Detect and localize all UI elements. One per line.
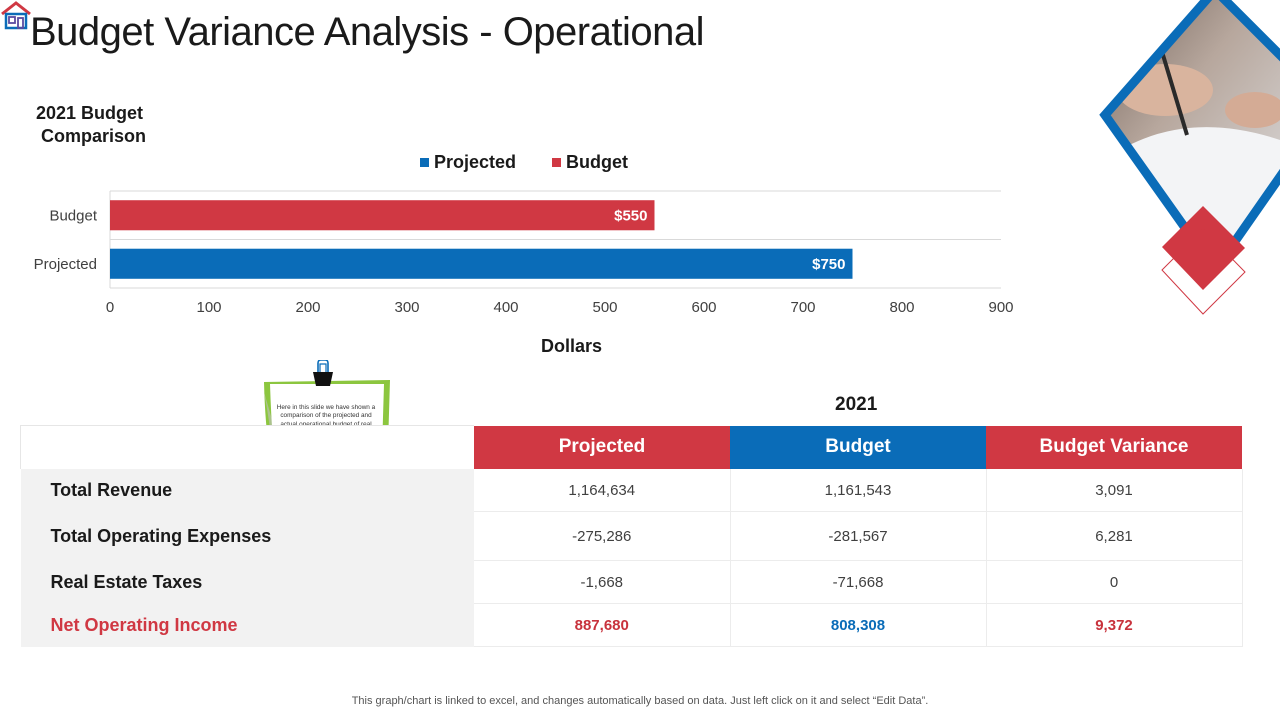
legend-label-budget: Budget [566,152,629,172]
table-header-row: Projected Budget Budget Variance [20,425,1242,469]
table-header-projected: Projected [474,425,730,469]
cell-budget: -71,668 [730,560,987,604]
row-label: Real Estate Taxes [20,560,474,604]
cell-budget: 808,308 [730,603,987,647]
cell-variance: 9,372 [986,603,1243,647]
cell-variance: 3,091 [986,469,1243,512]
footer-note: This graph/chart is linked to excel, and… [351,695,929,707]
row-label: Total Revenue [20,469,474,512]
x-tick-label: 0 [106,299,114,316]
chart-heading-line2: Comparison [41,126,147,146]
budget-table: Projected Budget Budget Variance Total R… [20,425,1243,647]
cell-projected: 887,680 [474,603,731,647]
chart-heading-line1: 2021 Budget [36,103,144,123]
x-tick-label: 600 [691,299,716,316]
cell-budget: 1,161,543 [730,469,987,512]
x-axis-label: Dollars [541,336,603,356]
bar-chart[interactable]: Budget $550 Projected $750 0 100 200 300 400 500 6… [0,180,1030,325]
chart-legend: Projected Budget [420,152,628,173]
x-tick-label: 700 [790,299,815,316]
table-row: Total Revenue 1,164,634 1,161,543 3,091 [20,469,1243,512]
bar-data-label: $750 [812,256,845,273]
bar-budget [110,200,655,231]
legend-swatch-projected [420,158,429,167]
bar-projected [110,248,853,279]
cell-budget: -281,567 [730,511,987,561]
table-row: Real Estate Taxes -1,668 -71,668 0 [20,560,1243,604]
legend-item-budget: Budget [552,152,628,173]
table-row: Total Operating Expenses -275,286 -281,5… [20,511,1243,561]
decorative-photo-frame [1099,0,1280,315]
legend-item-projected: Projected [420,152,516,173]
x-tick-label: 500 [592,299,617,316]
x-tick-label: 900 [988,299,1013,316]
row-label: Net Operating Income [20,603,474,647]
binder-clip-icon [313,360,333,386]
y-tick-label: Projected [34,256,97,273]
cell-variance: 0 [986,560,1243,604]
row-label: Total Operating Expenses [20,511,474,561]
chart-heading: 2021 Budget Comparison [36,102,146,148]
x-tick-label: 800 [889,299,914,316]
x-tick-label: 400 [493,299,518,316]
x-tick-label: 300 [394,299,419,316]
table-row-total: Net Operating Income 887,680 808,308 9,3… [20,603,1243,647]
home-icon[interactable] [0,0,32,32]
page-title: Budget Variance Analysis - Operational [30,10,705,54]
legend-swatch-budget [552,158,562,167]
table-header-budget: Budget [730,425,986,469]
y-tick-label: Budget [49,207,97,224]
bar-data-label: $550 [614,207,647,224]
cell-variance: 6,281 [986,511,1243,561]
x-tick-label: 100 [196,299,221,316]
x-tick-label: 200 [295,299,320,316]
cell-projected: -275,286 [474,511,731,561]
cell-projected: -1,668 [474,560,731,604]
cell-projected: 1,164,634 [474,469,731,512]
table-year-label: 2021 [835,394,878,415]
table-header-empty [20,425,474,469]
table-header-variance: Budget Variance [986,425,1242,469]
legend-label-projected: Projected [434,152,517,172]
